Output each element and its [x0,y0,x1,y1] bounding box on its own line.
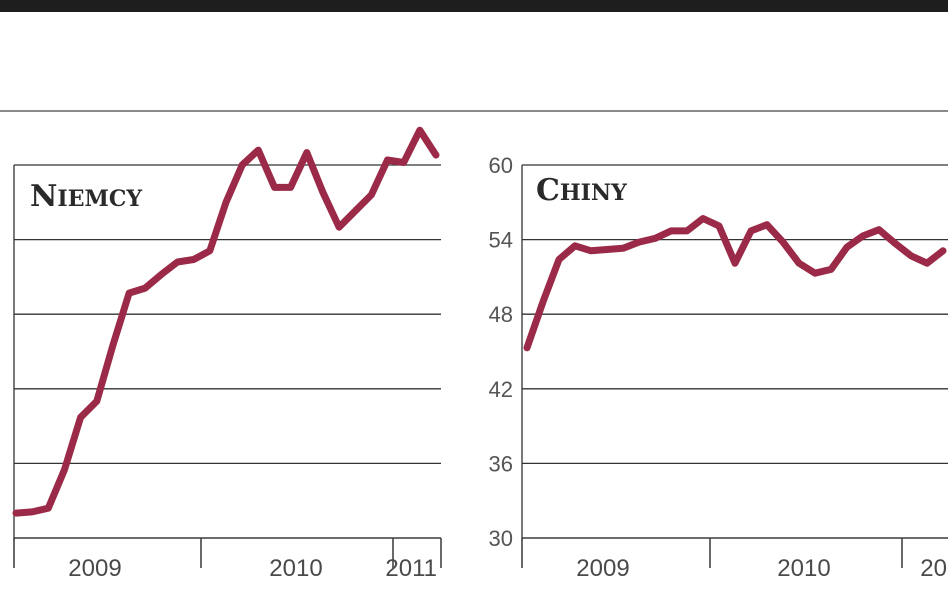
y-tick-label: 30 [489,526,513,551]
x-tick-labels: 2009 2010 20 [576,555,947,582]
x-tick-label: 2010 [777,555,830,582]
x-tick-label: 2009 [68,555,121,582]
chart-title: CHINY [536,173,627,208]
chart-panel-chiny: 30 36 42 48 54 60 2009 2010 20 CHINY [489,153,948,582]
x-tick-label: 2010 [269,555,322,582]
axes [521,165,948,568]
series-group [523,215,947,352]
x-tick-label: 20 [920,555,947,582]
y-tick-label: 60 [489,153,513,178]
x-tick-label: 2009 [576,555,629,582]
series-line [523,215,947,352]
x-tick-label: 2011 [385,555,437,582]
series-line [12,126,440,517]
series-group [12,126,440,517]
y-tick-label: 54 [489,228,513,253]
top-bar [0,0,948,12]
grid-lines [522,164,948,539]
y-tick-label: 42 [489,377,513,402]
y-tick-labels: 30 36 42 48 54 60 [489,153,513,551]
y-tick-label: 36 [489,451,513,476]
chart-title: NIEMCY [30,179,142,214]
y-tick-label: 48 [489,302,513,327]
chart-panel-niemcy: 2009 2010 2011 NIEMCY [12,126,442,582]
axes [13,165,442,568]
x-tick-labels: 2009 2010 2011 [68,555,437,582]
grid-lines [14,164,441,539]
